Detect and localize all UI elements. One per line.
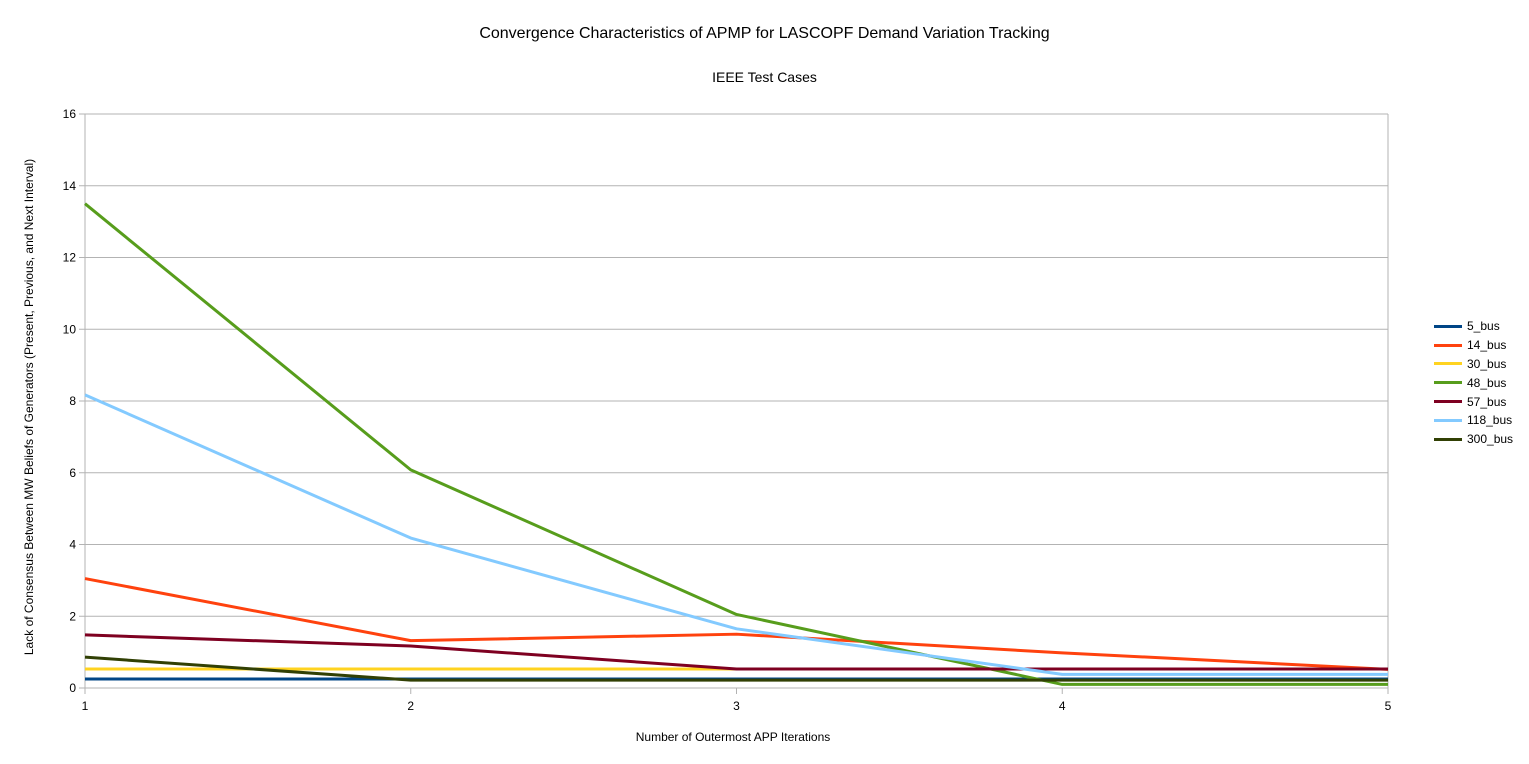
chart-subtitle: IEEE Test Cases <box>712 69 817 85</box>
legend-swatch <box>1434 418 1462 422</box>
legend-item-118_bus: 118_bus <box>1434 411 1513 430</box>
x-tick-label: 5 <box>1385 699 1392 713</box>
legend-swatch <box>1434 362 1462 366</box>
legend-item-57_bus: 57_bus <box>1434 392 1513 411</box>
legend-swatch <box>1434 437 1462 441</box>
legend-item-14_bus: 14_bus <box>1434 336 1513 355</box>
legend-swatch <box>1434 381 1462 385</box>
x-tick-label: 1 <box>82 699 89 713</box>
series-line-48_bus <box>84 202 1388 686</box>
series-line-57_bus <box>84 633 1388 671</box>
legend-label: 14_bus <box>1467 338 1507 353</box>
x-tick-label: 2 <box>407 699 414 713</box>
legend: 5_bus 14_bus 30_bus 48_bus 57_bus 118_bus 300_… <box>1434 317 1513 449</box>
y-tick-label: 12 <box>63 251 77 265</box>
y-tick-label: 8 <box>69 394 76 408</box>
x-axis-label: Number of Outermost APP Iterations <box>635 730 831 744</box>
legend-label: 5_bus <box>1467 319 1500 334</box>
legend-label: 118_bus <box>1467 413 1513 428</box>
y-tick-label: 6 <box>69 466 76 480</box>
chart-title: Convergence Characteristics of APMP for … <box>479 25 1050 42</box>
x-tick-label: 4 <box>1059 699 1066 713</box>
y-axis-label: Lack of Consensus Between MW Beliefs of … <box>22 158 36 656</box>
x-tick-label: 3 <box>733 699 740 713</box>
y-tick-label: 0 <box>69 681 76 695</box>
series-line-118_bus <box>84 393 1388 676</box>
legend-label: 57_bus <box>1467 394 1507 409</box>
legend-item-30_bus: 30_bus <box>1434 355 1513 374</box>
y-tick-label: 14 <box>63 179 77 193</box>
y-tick-label: 4 <box>69 538 76 552</box>
y-tick-label: 16 <box>63 107 77 121</box>
legend-label: 48_bus <box>1467 375 1507 390</box>
legend-swatch <box>1434 400 1462 404</box>
series-lines <box>84 202 1389 686</box>
legend-item-5_bus: 5_bus <box>1434 317 1513 336</box>
legend-item-48_bus: 48_bus <box>1434 373 1513 392</box>
series-line-14_bus <box>84 577 1389 671</box>
series-line-300_bus <box>84 655 1388 682</box>
legend-label: 30_bus <box>1467 356 1507 371</box>
legend-label: 300_bus <box>1467 432 1514 447</box>
legend-swatch <box>1434 324 1462 328</box>
legend-swatch <box>1434 343 1462 347</box>
grid-lines <box>79 113 1389 689</box>
legend-item-300_bus: 300_bus <box>1434 430 1513 449</box>
y-tick-label: 10 <box>63 322 77 336</box>
y-tick-label: 2 <box>69 609 76 623</box>
